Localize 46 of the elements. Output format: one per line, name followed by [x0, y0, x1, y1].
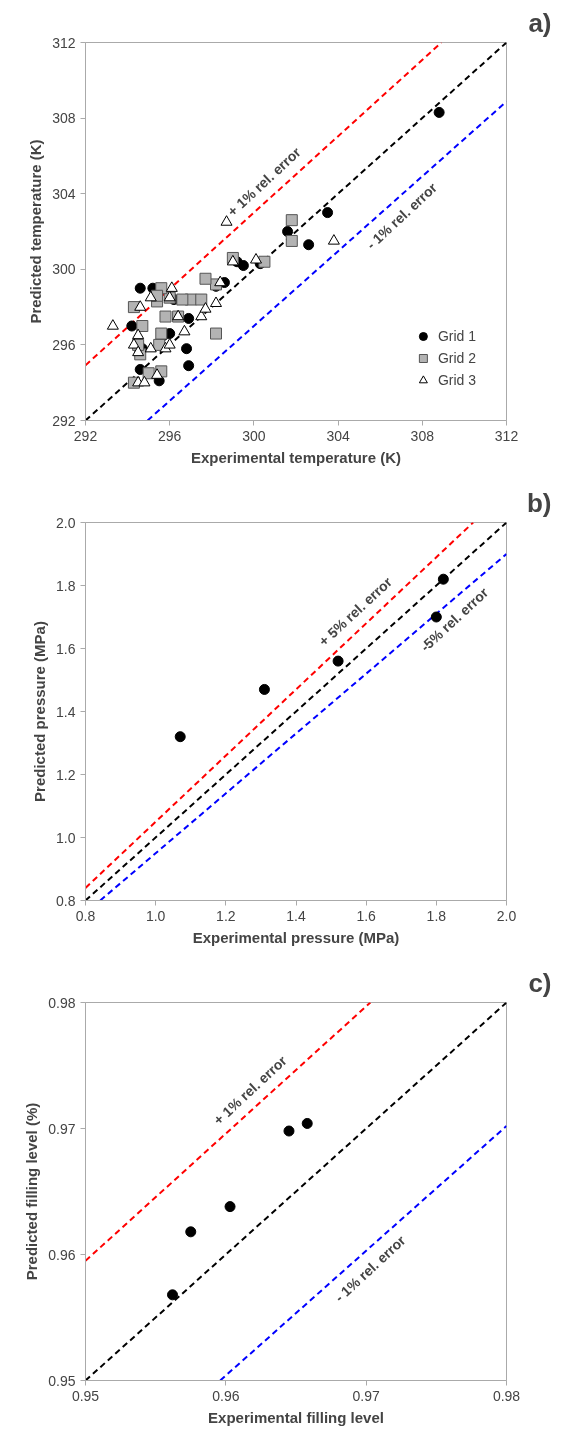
legend-label: Grid 3 — [437, 372, 476, 388]
y-axis-title: Predicted filling level (%) — [23, 1102, 41, 1281]
y-tick-label: 0.98 — [48, 994, 76, 1011]
y-tick-label: 292 — [52, 412, 76, 429]
y-tick-label: 1.4 — [56, 703, 76, 720]
chart-title: c) — [528, 967, 552, 998]
legend-label: Grid 2 — [437, 350, 476, 366]
y-tick-label: 2.0 — [56, 514, 76, 531]
y-tick-label: 300 — [52, 261, 76, 278]
x-tick-label: 0.8 — [75, 907, 96, 924]
x-tick-label: 2.0 — [496, 907, 517, 924]
chart-title: b) — [526, 487, 552, 518]
x-tick-label: 308 — [410, 427, 435, 444]
x-tick-label: 1.0 — [145, 907, 166, 924]
legend-label: Grid 1 — [437, 328, 476, 344]
y-tick-label: 296 — [52, 336, 76, 353]
y-tick-label: 0.97 — [48, 1120, 76, 1137]
x-axis-title: Experimental pressure (MPa) — [192, 928, 400, 946]
y-tick-label: 0.8 — [56, 892, 76, 909]
x-tick-label: 1.8 — [426, 907, 447, 924]
x-tick-label: 1.2 — [216, 907, 236, 924]
x-tick-label: 1.4 — [286, 907, 306, 924]
y-tick-label: 304 — [52, 185, 76, 202]
y-tick-label: 0.96 — [48, 1246, 76, 1263]
x-tick-label: 0.97 — [352, 1387, 380, 1404]
chart-title: a) — [528, 7, 552, 38]
x-tick-label: 0.98 — [492, 1387, 521, 1404]
y-tick-label: 1.0 — [56, 829, 76, 846]
x-tick-label: 312 — [494, 427, 519, 444]
y-tick-label: 1.6 — [56, 640, 76, 657]
x-tick-label: 304 — [326, 427, 350, 444]
y-axis-title: Predicted temperature (K) — [27, 139, 45, 324]
x-tick-label: 300 — [242, 427, 266, 444]
x-tick-label: 1.6 — [356, 907, 377, 924]
y-tick-label: 308 — [52, 110, 76, 127]
y-tick-label: 312 — [52, 34, 76, 51]
y-tick-label: 1.2 — [56, 766, 76, 783]
x-tick-label: 0.95 — [71, 1387, 100, 1404]
y-tick-label: 1.8 — [56, 577, 76, 594]
y-tick-label: 0.95 — [48, 1372, 76, 1389]
x-axis-title: Experimental filling level — [208, 1408, 384, 1426]
x-tick-label: 296 — [158, 427, 182, 444]
x-tick-label: 0.96 — [212, 1387, 240, 1404]
x-tick-label: 292 — [73, 427, 98, 444]
y-axis-title: Predicted pressure (MPa) — [31, 621, 49, 802]
x-axis-title: Experimental temperature (K) — [190, 448, 402, 466]
